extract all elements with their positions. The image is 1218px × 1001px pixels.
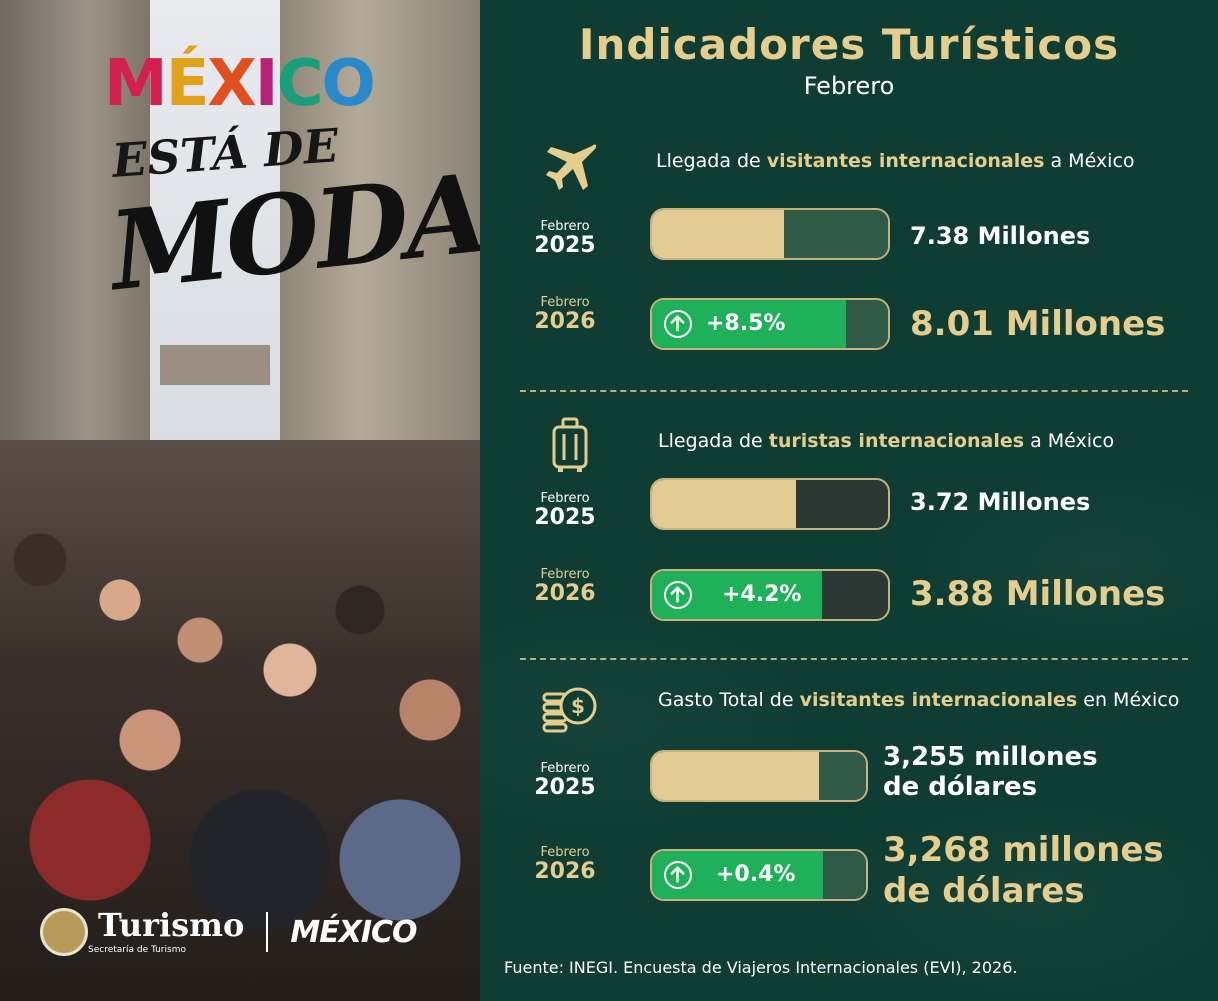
bar-tourists-2026: +4.2% xyxy=(650,569,890,621)
value-tourists-2025: 3.72 Millones xyxy=(910,488,1091,516)
bar-spending-2026: +0.4% xyxy=(650,849,868,901)
mexico-small-logo: MÉXICO xyxy=(290,914,417,950)
value-visitors-2026: 8.01 Millones xyxy=(910,304,1166,344)
arrow-up-icon xyxy=(664,310,692,338)
divider xyxy=(520,390,1188,392)
bar-spending-2025 xyxy=(650,750,868,802)
section-heading-tourists: Llegada de turistas internacionales a Mé… xyxy=(658,430,1115,452)
section-heading-visitors: Llegada de visitantes internacionales a … xyxy=(656,150,1135,172)
indicators-panel: Indicadores Turísticos Febrero Llegada d… xyxy=(480,0,1218,1001)
divider xyxy=(520,658,1188,660)
year-label-2026: Febrero 2026 xyxy=(534,295,596,335)
value-spending-2026: 3,268 millones de dólares xyxy=(883,830,1164,911)
year-label-2025: Febrero 2025 xyxy=(534,219,596,259)
change-percent: +8.5% xyxy=(706,311,786,336)
value-tourists-2026: 3.88 Millones xyxy=(910,574,1166,614)
year-label-2026: Febrero 2026 xyxy=(534,567,596,607)
year-label-2025: Febrero 2025 xyxy=(534,491,596,531)
money-coins-icon: $ xyxy=(542,687,597,733)
footer-logos: Turismo Secretaría de Turismo MÉXICO xyxy=(40,902,418,962)
arrow-up-icon xyxy=(664,581,692,609)
page-subtitle: Febrero xyxy=(803,72,895,100)
page-title: Indicadores Turísticos xyxy=(578,20,1120,69)
turismo-text: Turismo xyxy=(98,906,245,944)
year-label-2026: Febrero 2026 xyxy=(534,845,596,885)
value-spending-2025: 3,255 millones de dólares xyxy=(883,742,1098,802)
mexico-logo: MÉXICO xyxy=(104,47,376,121)
year-label-2025: Febrero 2025 xyxy=(534,761,596,801)
bar-visitors-2026: +8.5% xyxy=(650,298,890,350)
section-heading-spending: Gasto Total de visitantes internacionale… xyxy=(658,689,1180,711)
source-note: Fuente: INEGI. Encuesta de Viajeros Inte… xyxy=(504,958,1018,977)
bar-tourists-2025 xyxy=(650,478,890,530)
svg-text:$: $ xyxy=(571,694,585,718)
airplane-icon xyxy=(546,144,597,190)
street-photo: MÉXICO ESTÁ DE MODA Turismo Secretaría d… xyxy=(0,0,480,1001)
palace-facade xyxy=(160,345,270,385)
arrow-up-icon xyxy=(664,861,692,889)
building-left xyxy=(0,0,150,470)
secretaria-text: Secretaría de Turismo xyxy=(88,945,186,955)
government-seal-icon xyxy=(40,908,88,956)
change-percent: +0.4% xyxy=(716,862,796,887)
luggage-icon xyxy=(552,417,588,472)
turismo-logo: Turismo Secretaría de Turismo xyxy=(88,909,244,955)
change-percent: +4.2% xyxy=(722,582,802,607)
crowd xyxy=(0,440,480,1001)
logo-divider xyxy=(266,912,269,952)
bar-visitors-2025 xyxy=(650,208,890,260)
building-right xyxy=(280,0,480,470)
value-visitors-2025: 7.38 Millones xyxy=(910,222,1091,250)
